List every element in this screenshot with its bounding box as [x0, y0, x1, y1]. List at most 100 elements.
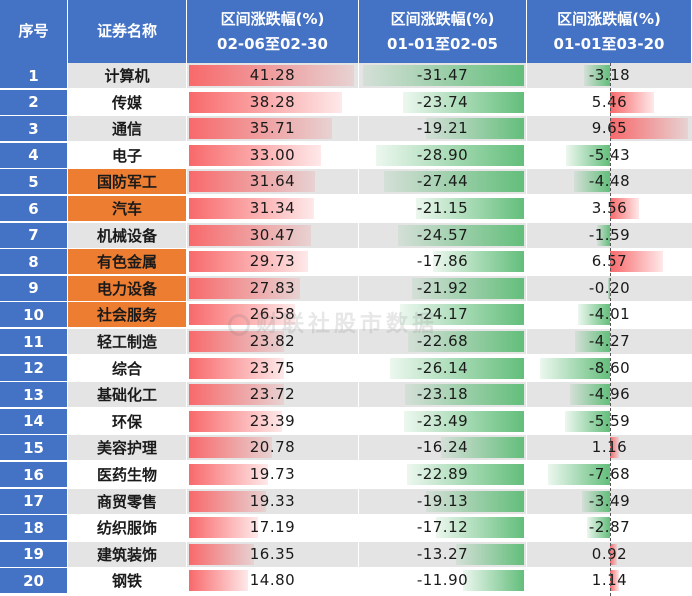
- row-index: 10: [0, 302, 67, 328]
- row-change-col2: -22.68: [359, 329, 526, 354]
- row-security-name: 汽车: [68, 196, 186, 221]
- bar-col1: [189, 410, 283, 432]
- table-row: 9 电力设备 27.83 -21.92 -0.20: [0, 275, 692, 302]
- value-col1: 16.35: [249, 544, 296, 563]
- value-col1: 35.71: [249, 119, 296, 138]
- value-col1: 29.73: [249, 252, 296, 271]
- row-change-col3: -1.59: [527, 222, 692, 248]
- row-security-name: 医药生物: [68, 462, 186, 487]
- row-security-name: 电子: [68, 142, 186, 168]
- row-change-col2: -22.89: [359, 462, 526, 487]
- row-change-col3: -8.60: [527, 355, 692, 381]
- row-index: 6: [0, 196, 67, 221]
- row-security-name: 有色金属: [68, 249, 186, 275]
- header-col2-range: 01-01至02-05: [387, 34, 498, 53]
- value-col3: -4.27: [588, 332, 631, 350]
- bar-col3: [575, 331, 610, 352]
- table-row: 8 有色金属 29.73 -17.86 6.57: [0, 249, 692, 275]
- row-change-col1: 33.00: [187, 142, 358, 168]
- header-col1: 区间涨跌幅(%) 02-06至02-30: [187, 0, 359, 63]
- row-index: 12: [0, 355, 67, 381]
- table-row: 11 轻工制造 23.82 -22.68 -4.27: [0, 329, 692, 355]
- row-change-col2: -31.47: [359, 63, 526, 88]
- row-security-name: 机械设备: [68, 222, 186, 248]
- row-change-col1: 38.28: [187, 89, 358, 115]
- value-col3: 9.65: [591, 119, 628, 138]
- value-col1: 41.28: [249, 66, 296, 84]
- row-change-col3: -0.20: [527, 275, 692, 301]
- value-col3: -4.96: [588, 385, 631, 404]
- bar-col2: [390, 357, 524, 379]
- value-col3: -0.20: [588, 278, 631, 297]
- value-col3: -4.01: [588, 305, 631, 324]
- table-row: 1 计算机 41.28 -31.47 -3.18: [0, 63, 692, 89]
- row-index: 2: [0, 89, 67, 115]
- row-change-col1: 26.58: [187, 302, 358, 328]
- bar-col3: [586, 517, 610, 539]
- col3-zero-axis: [610, 63, 611, 596]
- bar-col1: [189, 144, 321, 166]
- row-change-col2: -19.13: [359, 488, 526, 514]
- row-change-col1: 31.64: [187, 169, 358, 195]
- value-col1: 31.34: [249, 199, 296, 217]
- row-change-col3: -3.18: [527, 63, 692, 88]
- bar-col2: [415, 198, 524, 219]
- value-col1: 23.75: [249, 358, 296, 377]
- bar-col3: [610, 91, 655, 113]
- table-row: 5 国防军工 31.64 -27.44 -4.48: [0, 169, 692, 195]
- value-col1: 26.58: [249, 305, 296, 324]
- bar-col2: [411, 277, 524, 299]
- bar-col1: [189, 384, 284, 406]
- bar-col1: [189, 464, 268, 485]
- bar-col1: [189, 357, 284, 379]
- value-col2: -23.49: [416, 411, 469, 430]
- bar-col3: [584, 65, 610, 86]
- row-index: 11: [0, 329, 67, 354]
- bar-col2: [425, 118, 524, 140]
- bar-col2: [432, 251, 524, 273]
- bar-col3: [608, 277, 610, 299]
- bar-col2: [426, 490, 524, 512]
- row-change-col3: 1.16: [527, 435, 692, 461]
- value-col2: -21.92: [416, 278, 469, 297]
- row-change-col3: -2.87: [527, 515, 692, 541]
- row-change-col1: 19.73: [187, 462, 358, 487]
- bar-col3: [569, 384, 610, 406]
- row-index: 8: [0, 249, 67, 275]
- value-col1: 19.33: [249, 491, 296, 510]
- value-col2: -13.27: [416, 544, 469, 563]
- value-col1: 20.78: [249, 438, 296, 457]
- row-security-name: 纺织服饰: [68, 515, 186, 541]
- value-col3: 1.16: [591, 438, 628, 457]
- row-index: 19: [0, 541, 67, 567]
- value-col3: 6.57: [591, 252, 628, 271]
- row-index: 3: [0, 116, 67, 142]
- value-col3: -1.59: [588, 225, 631, 244]
- value-col2: -23.74: [416, 92, 469, 111]
- header-col1-range: 02-06至02-30: [217, 34, 328, 53]
- value-col3: 5.46: [591, 92, 628, 111]
- row-change-col1: 31.34: [187, 196, 358, 221]
- row-index: 16: [0, 462, 67, 487]
- value-col2: -28.90: [416, 145, 469, 164]
- row-change-col2: -21.15: [359, 196, 526, 221]
- value-col3: -5.43: [588, 145, 631, 164]
- value-col1: 38.28: [249, 92, 296, 111]
- row-change-col3: 1.14: [527, 568, 692, 594]
- row-change-col3: -4.48: [527, 169, 692, 195]
- value-col3: -2.87: [588, 518, 631, 537]
- table-row: 15 美容护理 20.78 -16.24 1.16: [0, 435, 692, 461]
- row-security-name: 商贸零售: [68, 488, 186, 514]
- row-change-col3: 3.56: [527, 196, 692, 221]
- value-col2: -19.21: [416, 119, 469, 138]
- bar-col1: [189, 118, 332, 140]
- table-row: 6 汽车 31.34 -21.15 3.56: [0, 196, 692, 222]
- header-col2-title: 区间涨跌幅(%): [390, 9, 495, 28]
- row-change-col1: 23.82: [187, 329, 358, 354]
- row-index: 1: [0, 63, 67, 88]
- table-row: 2 传媒 38.28 -23.74 5.46: [0, 89, 692, 116]
- bar-col1: [189, 251, 308, 273]
- value-col2: -19.13: [416, 491, 469, 510]
- value-col1: 23.72: [249, 385, 296, 404]
